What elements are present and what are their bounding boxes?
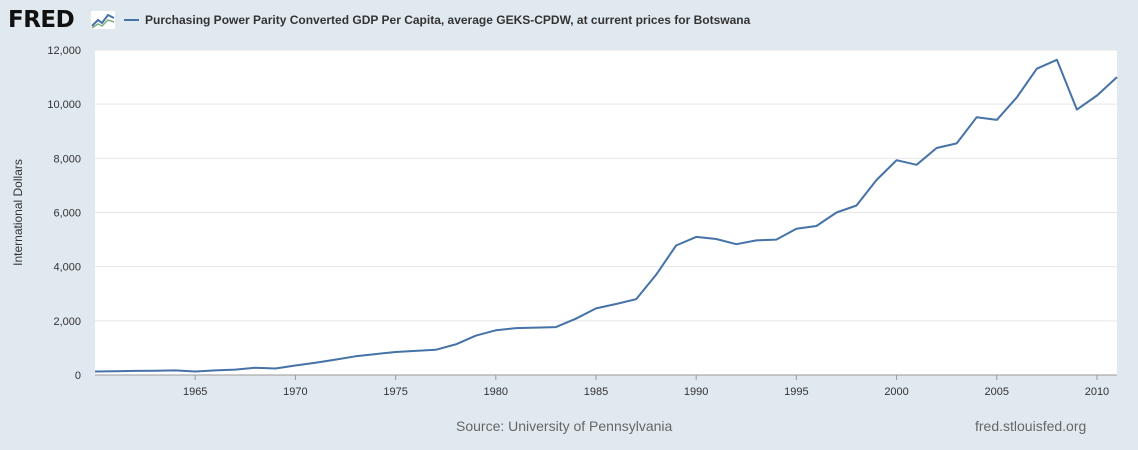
y-axis-label: International Dollars	[11, 159, 25, 266]
y-tick-label: 12,000	[47, 45, 81, 57]
fred-url-link[interactable]: fred.stlouisfed.org	[975, 418, 1087, 434]
x-tick-label: 1970	[283, 386, 307, 398]
y-tick-label: 2,000	[53, 316, 81, 328]
x-tick-label: 2005	[985, 386, 1009, 398]
source-text: Source: University of Pennsylvania	[456, 418, 673, 434]
y-tick-label: 4,000	[53, 262, 81, 274]
legend-label: Purchasing Power Parity Converted GDP Pe…	[145, 13, 751, 27]
x-tick-label: 1995	[784, 386, 808, 398]
chart-legend: Purchasing Power Parity Converted GDP Pe…	[124, 13, 750, 27]
fred-logo: FRED	[8, 7, 75, 33]
x-tick-label: 1990	[684, 386, 708, 398]
series-line	[94, 58, 1118, 373]
x-tick-label: 1965	[183, 386, 207, 398]
y-tick-label: 8,000	[53, 153, 81, 165]
y-tick-label: 0	[75, 370, 81, 382]
x-tick-label: 2000	[884, 386, 908, 398]
y-tick-label: 10,000	[47, 99, 81, 111]
x-tick-label: 2010	[1085, 386, 1109, 398]
legend-swatch	[124, 19, 139, 21]
y-tick-label: 6,000	[53, 208, 81, 220]
x-tick-label: 1980	[484, 386, 508, 398]
logo-graph-icon	[90, 10, 116, 30]
x-tick-label: 1975	[383, 386, 407, 398]
x-tick-label: 1985	[584, 386, 608, 398]
